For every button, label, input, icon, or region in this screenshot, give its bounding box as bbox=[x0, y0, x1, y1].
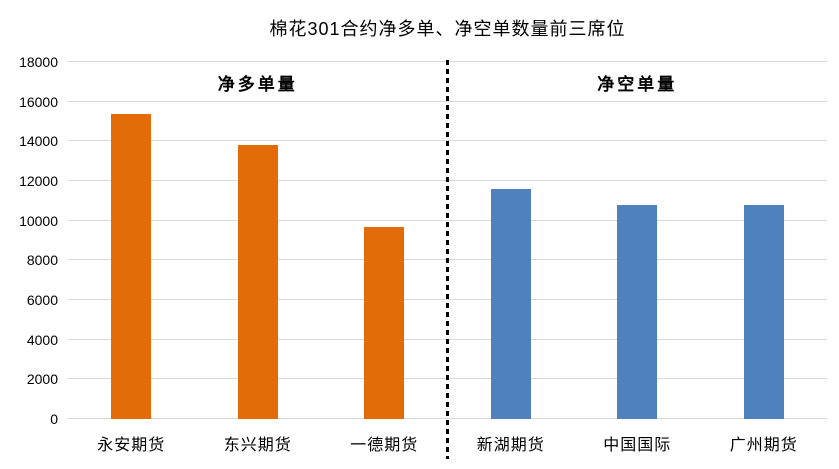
bar-一德期货 bbox=[364, 226, 405, 419]
y-axis: 0 2000 4000 6000 8000 10000 12000 14000 16000 180… bbox=[0, 55, 58, 426]
y-tick-label-8000: 8000 bbox=[26, 252, 58, 269]
y-tick-label-16000: 16000 bbox=[19, 93, 58, 110]
bar-slot bbox=[574, 62, 701, 419]
bar-slot bbox=[195, 62, 322, 419]
y-tick-label-18000: 18000 bbox=[19, 54, 58, 70]
bar-中国国际 bbox=[617, 204, 658, 419]
bars-row bbox=[68, 62, 827, 419]
x-axis: 永安期货 东兴期货 一德期货 新湖期货 中国国际 广州期货 bbox=[68, 431, 827, 455]
section-label-net-short: 净空单量 bbox=[597, 75, 678, 94]
x-category-label-一德期货: 一德期货 bbox=[350, 437, 419, 454]
bar-广州期货 bbox=[743, 204, 784, 419]
bar-永安期货 bbox=[111, 113, 152, 419]
plot-area: 净多单量 净空单量 bbox=[68, 60, 827, 459]
y-tick-label-14000: 14000 bbox=[19, 133, 58, 150]
y-tick-label-2000: 2000 bbox=[26, 371, 58, 388]
bar-东兴期货 bbox=[237, 145, 278, 419]
chart-title: 棉花301合约净多单、净空单数量前三席位 bbox=[269, 19, 626, 39]
x-category-label-新湖期货: 新湖期货 bbox=[476, 437, 545, 454]
bar-slot bbox=[68, 62, 195, 419]
x-category-label-广州期货: 广州期货 bbox=[729, 437, 798, 454]
y-tick-label-4000: 4000 bbox=[26, 331, 58, 348]
bar-slot bbox=[701, 62, 828, 419]
y-tick-label-0: 0 bbox=[50, 411, 58, 427]
bar-slot bbox=[321, 62, 448, 419]
y-tick-label-6000: 6000 bbox=[26, 292, 58, 308]
bar-slot bbox=[448, 62, 575, 419]
x-category-label-永安期货: 永安期货 bbox=[97, 437, 166, 454]
dashed-divider-line bbox=[446, 60, 449, 459]
x-category-label-东兴期货: 东兴期货 bbox=[223, 437, 292, 454]
x-category-label-中国国际: 中国国际 bbox=[603, 437, 672, 454]
section-label-net-long: 净多单量 bbox=[217, 75, 298, 94]
y-tick-label-10000: 10000 bbox=[19, 212, 58, 229]
y-tick-label-12000: 12000 bbox=[19, 173, 58, 189]
bar-新湖期货 bbox=[490, 188, 531, 419]
